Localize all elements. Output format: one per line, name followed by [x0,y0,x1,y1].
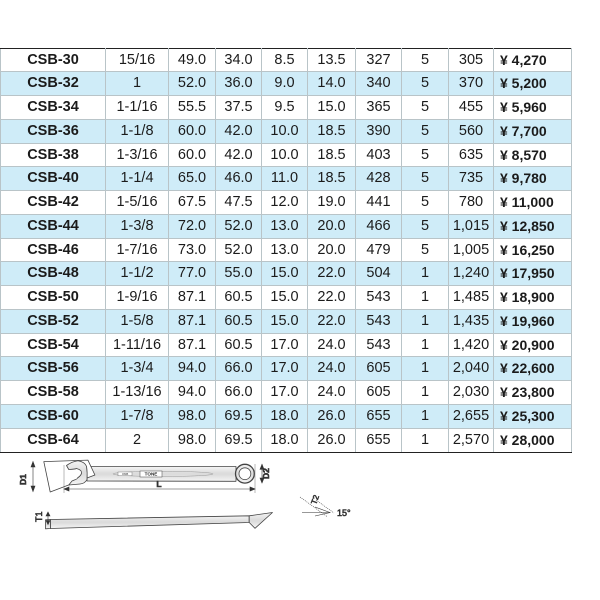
svg-text:L: L [156,479,161,489]
svg-text:OMB: OMB [122,472,129,476]
svg-text:D2: D2 [261,468,271,479]
svg-text:T1: T1 [34,511,44,522]
svg-text:D1: D1 [18,474,28,485]
svg-text:T2: T2 [309,493,321,505]
svg-text:15°: 15° [337,508,351,518]
svg-text:TONE: TONE [145,471,158,476]
